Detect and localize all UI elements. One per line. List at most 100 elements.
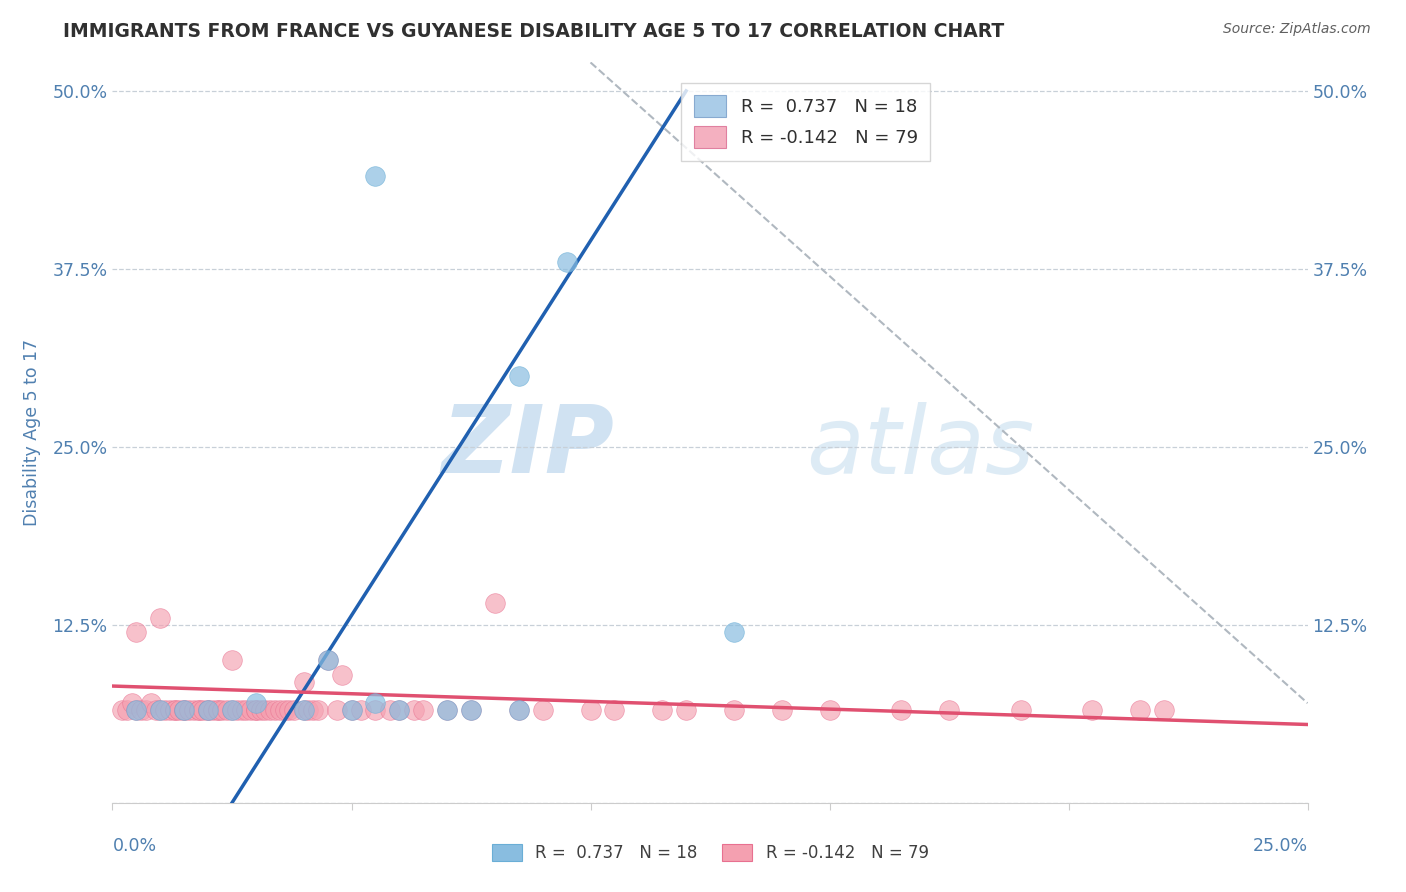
Point	[326, 703, 349, 717]
Point	[378, 703, 401, 717]
Point	[412, 703, 434, 717]
Point	[579, 703, 602, 717]
Point	[245, 703, 267, 717]
Point	[235, 703, 257, 717]
Point	[675, 703, 697, 717]
Point	[302, 703, 325, 717]
Point	[340, 703, 363, 717]
Point	[197, 703, 219, 717]
Point	[207, 703, 229, 717]
Point	[340, 703, 363, 717]
Point	[603, 703, 626, 717]
Point	[531, 703, 554, 717]
Point	[364, 703, 387, 717]
Point	[292, 703, 315, 717]
Point	[297, 703, 319, 717]
Point	[139, 696, 162, 710]
Point	[173, 703, 195, 717]
Point	[316, 653, 339, 667]
Point	[283, 703, 305, 717]
Point	[460, 703, 482, 717]
Point	[1010, 703, 1032, 717]
Point	[169, 703, 191, 717]
Point	[269, 703, 291, 717]
Text: atlas: atlas	[806, 402, 1033, 493]
Point	[723, 624, 745, 639]
Point	[364, 169, 387, 184]
Text: IMMIGRANTS FROM FRANCE VS GUYANESE DISABILITY AGE 5 TO 17 CORRELATION CHART: IMMIGRANTS FROM FRANCE VS GUYANESE DISAB…	[63, 22, 1004, 41]
Point	[217, 703, 239, 717]
Point	[149, 703, 172, 717]
Point	[125, 703, 148, 717]
Point	[177, 703, 200, 717]
Point	[201, 703, 224, 717]
Point	[193, 703, 215, 717]
Point	[436, 703, 458, 717]
Point	[207, 703, 229, 717]
Point	[436, 703, 458, 717]
Point	[723, 703, 745, 717]
Point	[316, 653, 339, 667]
Point	[1153, 703, 1175, 717]
Point	[125, 624, 148, 639]
Point	[460, 703, 482, 717]
Point	[231, 703, 253, 717]
Point	[1081, 703, 1104, 717]
Point	[259, 703, 281, 717]
Point	[173, 703, 195, 717]
Point	[245, 696, 267, 710]
Point	[651, 703, 673, 717]
Text: 0.0%: 0.0%	[112, 837, 156, 855]
Point	[508, 703, 530, 717]
Point	[388, 703, 411, 717]
Point	[249, 703, 271, 717]
Point	[484, 597, 506, 611]
Point	[159, 703, 181, 717]
Point	[402, 703, 425, 717]
Point	[292, 674, 315, 689]
Point	[121, 696, 143, 710]
Legend: R =  0.737   N = 18, R = -0.142   N = 79: R = 0.737 N = 18, R = -0.142 N = 79	[681, 83, 931, 161]
Point	[1129, 703, 1152, 717]
Point	[364, 696, 387, 710]
Point	[163, 703, 186, 717]
Point	[225, 703, 247, 717]
Point	[508, 368, 530, 383]
Text: Source: ZipAtlas.com: Source: ZipAtlas.com	[1223, 22, 1371, 37]
Point	[221, 653, 243, 667]
Point	[187, 703, 209, 717]
Point	[115, 703, 138, 717]
Point	[129, 703, 152, 717]
Point	[173, 703, 195, 717]
Point	[211, 703, 233, 717]
Point	[197, 703, 219, 717]
Text: 25.0%: 25.0%	[1253, 837, 1308, 855]
Point	[254, 703, 277, 717]
Text: ZIP: ZIP	[441, 401, 614, 493]
Point	[330, 667, 353, 681]
Point	[307, 703, 329, 717]
Point	[240, 703, 263, 717]
Point	[770, 703, 793, 717]
Point	[245, 703, 267, 717]
Point	[264, 703, 287, 717]
Point	[125, 703, 148, 717]
Point	[183, 703, 205, 717]
Point	[145, 703, 167, 717]
Point	[350, 703, 373, 717]
Point	[149, 610, 172, 624]
Point	[273, 703, 295, 717]
Point	[938, 703, 960, 717]
Point	[818, 703, 841, 717]
Point	[187, 703, 209, 717]
Point	[278, 703, 301, 717]
Point	[388, 703, 411, 717]
Point	[890, 703, 912, 717]
Point	[292, 703, 315, 717]
Point	[149, 703, 172, 717]
Point	[508, 703, 530, 717]
Point	[197, 703, 219, 717]
Point	[111, 703, 134, 717]
Point	[555, 254, 578, 268]
Point	[153, 703, 176, 717]
